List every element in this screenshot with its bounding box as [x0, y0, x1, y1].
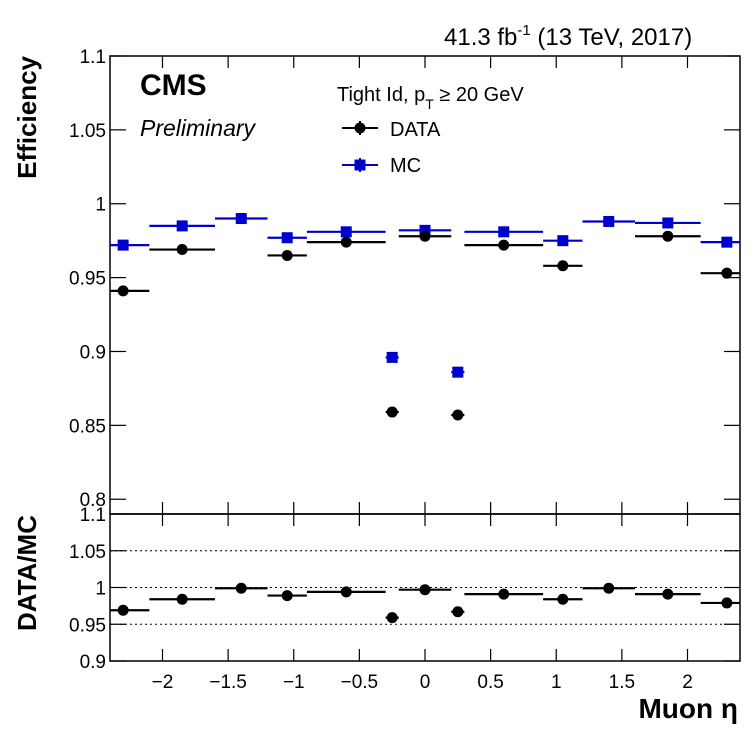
- ratio-point: [464, 588, 544, 600]
- xtick-label: −0.5: [341, 672, 379, 693]
- ratio-point: [635, 588, 701, 600]
- ratio-ytick-label: 1: [95, 579, 106, 600]
- mc-point: [635, 217, 701, 229]
- efficiency-ytick-label: 1.05: [69, 121, 106, 142]
- efficiency-ytick-label: 1.1: [80, 47, 106, 68]
- legend-title: Tight Id, pT ≥ 20 GeV: [337, 84, 524, 112]
- ratio-point: [215, 582, 268, 594]
- axis-ticks: 0.8 0.85 0.9 0.95 1 1.05 1.1 0.9 0.95 1 1.05 1.1 −2 −…: [69, 47, 740, 693]
- ratio-point: [149, 593, 215, 605]
- ratio-point: [451, 606, 465, 618]
- ratio-point: [267, 590, 307, 602]
- data-point: [464, 239, 544, 251]
- xtick-label: 1.5: [609, 672, 635, 693]
- mc-point: [306, 226, 386, 238]
- mc-point: [110, 239, 150, 251]
- mc-point: [451, 366, 465, 378]
- data-point: [110, 285, 150, 297]
- xtick-label: 2: [682, 672, 693, 693]
- ratio-point: [306, 586, 386, 598]
- ratio-ytick-label: 1.1: [80, 505, 106, 526]
- xtick-label: −1: [283, 672, 305, 693]
- mc-point: [543, 235, 583, 247]
- mc-point: [385, 351, 399, 363]
- data-point: [451, 409, 465, 421]
- ratio-point: [543, 593, 583, 605]
- luminosity-label: 41.3 fb-1 (13 TeV, 2017): [444, 22, 692, 51]
- ratio-point: [398, 584, 452, 596]
- data-point: [543, 260, 583, 272]
- ratio-ytick-label: 0.95: [69, 615, 106, 636]
- efficiency-axis-title: Efficiency: [12, 55, 42, 178]
- efficiency-ytick-label: 0.9: [80, 342, 106, 363]
- xtick-label: 0.5: [477, 672, 503, 693]
- ratio-ytick-label: 0.9: [80, 652, 106, 673]
- legend-mc-label: MC: [390, 155, 421, 177]
- ratio-point: [700, 597, 740, 609]
- xtick-label: 1: [551, 672, 562, 693]
- data-point: [385, 406, 399, 418]
- legend-data-label: DATA: [390, 119, 441, 141]
- x-axis-title: Muon η: [638, 693, 738, 724]
- xtick-label: −2: [152, 672, 174, 693]
- preliminary-label: Preliminary: [140, 115, 257, 141]
- ratio-point: [110, 604, 150, 616]
- ratio-point: [582, 582, 635, 594]
- efficiency-ytick-label: 0.85: [69, 416, 106, 437]
- ratio-ytick-label: 1.05: [69, 542, 106, 563]
- mc-point: [582, 215, 635, 227]
- ratio-axis-title: DATA/MC: [12, 515, 42, 631]
- legend-data-marker: [342, 121, 378, 135]
- mc-point: [267, 232, 307, 244]
- data-point: [635, 230, 701, 242]
- data-marks: [110, 213, 740, 624]
- data-point: [398, 230, 452, 242]
- mc-point: [464, 226, 544, 238]
- xtick-label: 0: [420, 672, 431, 693]
- ratio-point: [385, 612, 399, 624]
- efficiency-ytick-label: 0.95: [69, 269, 106, 290]
- mc-point: [149, 220, 215, 232]
- data-point: [267, 249, 307, 261]
- xtick-label: −1.5: [209, 672, 247, 693]
- mc-point: [700, 236, 740, 248]
- legend-mc-marker: [342, 158, 378, 172]
- efficiency-ytick-label: 0.8: [80, 490, 106, 511]
- data-point: [700, 267, 740, 279]
- cms-label: CMS: [140, 69, 207, 102]
- data-point: [149, 244, 215, 256]
- efficiency-ytick-label: 1: [95, 195, 106, 216]
- mc-point: [215, 213, 268, 225]
- data-point: [306, 236, 386, 248]
- legend: Tight Id, pT ≥ 20 GeV DATA MC: [337, 84, 524, 177]
